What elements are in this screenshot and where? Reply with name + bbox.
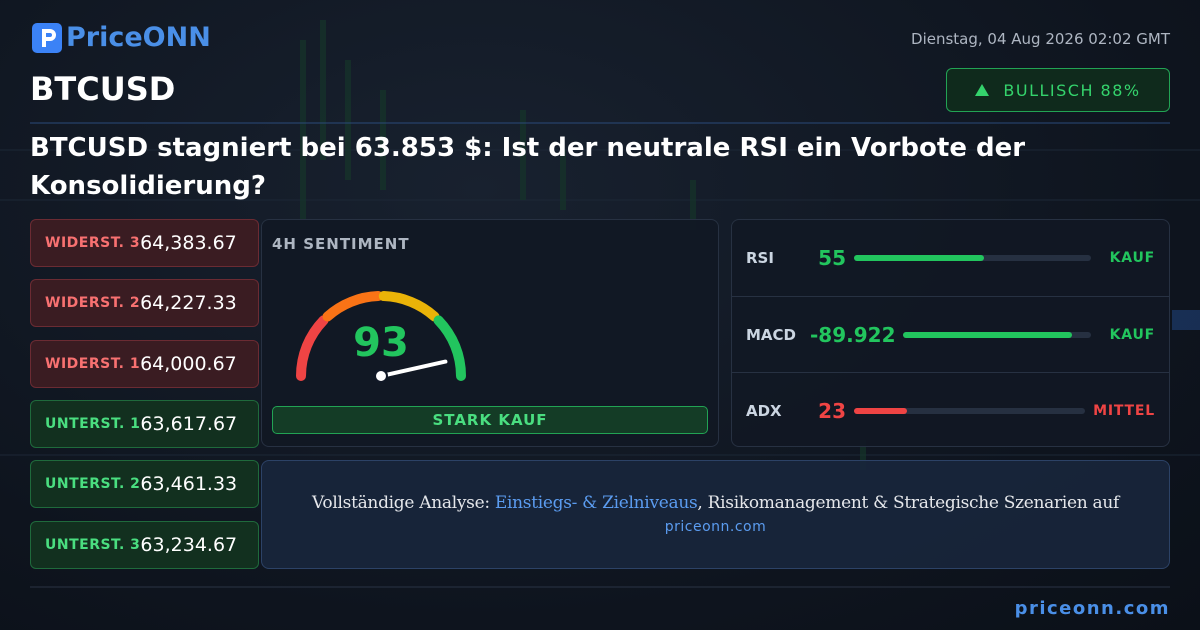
indicator-name: ADX (746, 401, 782, 420)
banner-lead: Vollständige Analyse: (312, 493, 495, 513)
badge-text: BULLISCH 88% (1003, 80, 1141, 100)
level-label: WIDERST. 3 (45, 235, 141, 251)
indicator-name: RSI (746, 249, 774, 267)
level-label: UNTERST. 1 (45, 416, 141, 432)
gauge: 93 (296, 291, 466, 383)
symbol: BTCUSD (30, 70, 176, 108)
banner: Vollständige Analyse: Einstiegs- & Zieln… (261, 460, 1170, 569)
indicator-name: MACD (746, 325, 796, 344)
banner-site[interactable]: priceonn.com (664, 519, 767, 535)
sentiment-badge: BULLISCH 88% (946, 68, 1170, 112)
level-label: WIDERST. 2 (45, 295, 141, 311)
indicator-track (854, 255, 1091, 261)
indicator-track (854, 407, 1086, 414)
gauge-segment (433, 315, 466, 381)
level: WIDERST. 1 64,000.67 (30, 340, 259, 388)
needle-hub (374, 369, 388, 383)
level-value: 63,617.67 (140, 413, 238, 435)
indicator-value: 55 (818, 246, 846, 270)
level-value: 63,461.33 (140, 473, 238, 495)
indicator-row: ADX 23 MITTEL (732, 372, 1169, 448)
indicator-bar (854, 255, 985, 261)
level-value: 64,227.33 (140, 292, 237, 314)
banner-link[interactable]: Einstiegs- & Zielniveaus (494, 493, 698, 513)
gauge-segment (378, 291, 440, 322)
indicator-signal: KAUF (1109, 250, 1155, 266)
date: Dienstag, 04 Aug 2026 02:02 GMT (911, 30, 1170, 48)
level: WIDERST. 2 64,227.33 (30, 279, 259, 327)
level-label: UNTERST. 2 (45, 476, 141, 492)
indicator-track (903, 331, 1091, 338)
indicator-row: RSI 55 KAUF (732, 220, 1169, 296)
level: UNTERST. 3 63,234.67 (30, 521, 259, 569)
level: WIDERST. 3 64,383.67 (30, 219, 259, 267)
indicator-value: -89.922 (810, 322, 896, 347)
indicator-row: MACD -89.922 KAUF (732, 296, 1169, 372)
logo: PriceONN (32, 22, 211, 53)
level: UNTERST. 2 63,461.33 (30, 460, 259, 508)
footer-site[interactable]: priceonn.com (1014, 598, 1170, 619)
indicator-signal: KAUF (1109, 326, 1155, 343)
level-value: 63,234.67 (140, 534, 238, 556)
panel-title: 4H SENTIMENT (272, 235, 410, 253)
indicator-value: 23 (818, 398, 846, 423)
sentiment-panel: 4H SENTIMENT 93 STARK KAUF (261, 219, 719, 447)
indicators-panel: RSI 55 KAUF MACD -89.922 KAUF ADX 23 MITTEL (731, 219, 1170, 447)
logo-icon (32, 22, 62, 53)
up-arrow (975, 84, 990, 96)
indicator-signal: MITTEL (1093, 402, 1155, 419)
gauge-segment (296, 315, 329, 381)
indicator-bar (903, 331, 1073, 338)
gauge-needle (379, 359, 448, 378)
gauge-value: 93 (353, 320, 409, 366)
level-label: WIDERST. 1 (45, 356, 141, 372)
banner-rest: , Risikomanagement & Strategische Szenar… (697, 493, 1119, 513)
banner-text: Vollständige Analyse: Einstiegs- & Zieln… (262, 493, 1169, 513)
level-value: 64,000.67 (140, 353, 237, 375)
verdict: STARK KAUF (272, 406, 708, 434)
level-value: 64,383.67 (140, 232, 237, 254)
indicator-bar (854, 407, 908, 414)
level: UNTERST. 1 63,617.67 (30, 400, 259, 448)
gauge-segment (322, 291, 384, 322)
level-label: UNTERST. 3 (45, 537, 141, 553)
logo-text: PriceONN (66, 22, 211, 53)
headline: BTCUSD stagniert bei 63.853 $: Ist der n… (30, 133, 1026, 201)
